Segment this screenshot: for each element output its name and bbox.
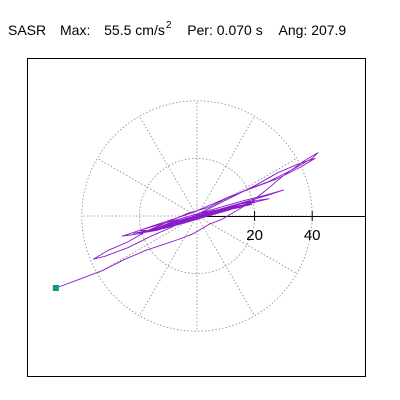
tick-label: 40 (304, 227, 321, 244)
max-unit-exponent: 2 (165, 20, 172, 31)
max-label: Max: (60, 22, 91, 38)
station-label: SASR (8, 22, 47, 38)
grid-spoke (196, 215, 297, 274)
plot-frame (27, 58, 366, 377)
chart-header: SASR Max: 55.5 cm/s2 Per: 0.070 s Ang: 2… (8, 16, 346, 38)
end-marker (52, 285, 59, 291)
per-value: 0.070 s (216, 22, 263, 38)
grid-spoke (139, 215, 198, 316)
ang-value: 207.9 (311, 22, 347, 38)
tick-label: 20 (246, 227, 263, 244)
ang-label: Ang: (278, 22, 308, 38)
grid-spoke (196, 215, 255, 316)
max-value: 55.5 (104, 22, 132, 38)
acceleration-trace (55, 152, 319, 289)
per-label: Per: (187, 22, 213, 38)
grid-spoke (139, 116, 198, 217)
max-unit: cm/s (135, 22, 165, 38)
grid-spoke (196, 158, 297, 217)
axis-ticks: 20 40 (246, 211, 321, 244)
